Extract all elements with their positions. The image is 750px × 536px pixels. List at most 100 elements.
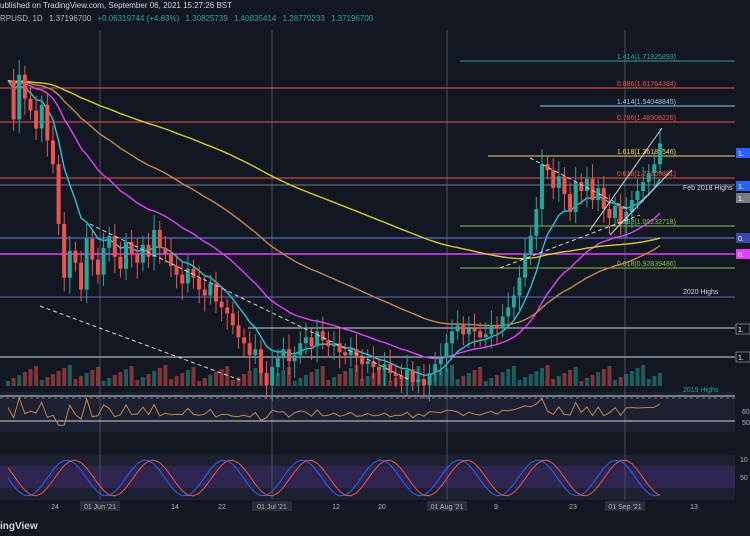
volume-bar — [225, 366, 230, 386]
volume-bar — [22, 372, 27, 386]
candle-body — [506, 307, 511, 317]
price-tag-label: 1. — [738, 196, 744, 203]
time-axis-label: 01 Sep '21 — [608, 504, 641, 511]
volume-bar — [450, 365, 455, 386]
candle-body — [73, 250, 78, 263]
volume-bar — [287, 367, 292, 386]
candle-body — [461, 325, 466, 335]
volume-bar — [39, 380, 44, 386]
volume-bar — [500, 372, 505, 386]
volume-bar — [230, 380, 235, 386]
volume-bar — [197, 381, 202, 386]
volume-bar — [556, 376, 561, 386]
candle-body — [360, 358, 365, 365]
candle-body — [523, 253, 528, 278]
flag-line — [529, 157, 631, 211]
candle-body — [629, 200, 634, 212]
time-axis-label: 20 — [378, 504, 386, 511]
candle-body — [84, 238, 89, 290]
fib-label: 1.414(1.54048845) — [617, 99, 676, 106]
candle-body — [455, 325, 460, 332]
candle-body — [34, 110, 39, 129]
candle-body — [511, 295, 516, 308]
candle-body — [107, 235, 112, 248]
annotation-label: 2020 Highs — [683, 289, 719, 296]
volume-bar — [303, 375, 308, 386]
volume-bar — [236, 377, 241, 386]
candle-body — [208, 283, 213, 296]
volume-bar — [62, 368, 67, 386]
candle-body — [247, 343, 252, 356]
candle-body — [500, 316, 505, 329]
volume-bar — [517, 380, 522, 386]
candle-body — [376, 367, 381, 371]
candle-body — [444, 343, 449, 359]
downtrend-line-lower — [39, 305, 241, 381]
time-axis-label: 24 — [51, 504, 59, 511]
volume-bar — [79, 376, 84, 386]
candle-body — [202, 289, 207, 296]
volume-bar — [388, 381, 393, 386]
symbol-label[interactable]: RPUSD, 1D — [0, 14, 43, 23]
candle-body — [573, 182, 578, 212]
volume-bar — [551, 379, 556, 386]
candle-body — [253, 349, 258, 356]
volume-bar — [281, 370, 286, 386]
stoch-d-line — [7, 459, 661, 497]
annotation-label: 2019 Highs — [683, 387, 719, 394]
volume-bar — [180, 373, 185, 386]
candle-body — [421, 379, 426, 386]
volume-bar — [140, 377, 145, 386]
candle-body — [124, 241, 129, 269]
candle-body — [641, 182, 646, 192]
candle-body — [579, 182, 584, 192]
volume-bar — [219, 369, 224, 386]
time-label-bg — [605, 501, 645, 511]
candle-body — [169, 253, 173, 266]
candle-body — [118, 256, 123, 269]
volume-bar — [579, 381, 584, 386]
candle-body — [545, 164, 550, 171]
candle-body — [646, 173, 651, 183]
price-tag-bg — [736, 249, 750, 259]
candle-body — [405, 370, 410, 380]
annotation-label: Feb 2018 Highs — [683, 185, 733, 192]
volume-bar — [641, 365, 646, 386]
volume-bar — [590, 375, 595, 386]
price-tag-bg — [736, 181, 750, 191]
candle-body — [450, 331, 455, 344]
candle-body — [556, 176, 561, 189]
candle-body — [90, 238, 95, 260]
candle-body — [101, 247, 106, 275]
rsi-axis-label: 50 — [742, 420, 750, 427]
candle-body — [466, 328, 471, 335]
fib-label: 1.618(1.36182546) — [617, 149, 676, 156]
candle-body — [174, 265, 179, 275]
candle-body — [303, 337, 308, 344]
candle-body — [275, 358, 280, 368]
candle-body — [337, 343, 342, 353]
candle-body — [219, 301, 224, 308]
fib-label: 0.786(1.48908226) — [617, 115, 676, 122]
volume-bar — [613, 380, 618, 386]
volume-bar — [242, 374, 247, 386]
volume-bar — [629, 371, 634, 386]
time-label-bg — [427, 501, 467, 511]
candle-body — [601, 188, 606, 209]
volume-bar — [174, 376, 179, 386]
open-value: 1.37196700 — [48, 14, 92, 23]
fib-label: 0.886(1.61764384) — [617, 81, 676, 88]
price-tag-bg — [736, 233, 750, 243]
candle-body — [287, 349, 292, 362]
volume-bar — [466, 373, 471, 386]
stoch-axis-label: 10 — [740, 457, 748, 464]
volume-bar — [45, 377, 50, 386]
volume-bar — [348, 368, 353, 386]
candle-body — [438, 358, 443, 365]
candle-body — [472, 328, 477, 332]
candle-body — [270, 367, 275, 386]
volume-bar — [6, 381, 10, 386]
volume-bar — [101, 381, 106, 386]
time-axis-label: 12 — [332, 504, 340, 511]
